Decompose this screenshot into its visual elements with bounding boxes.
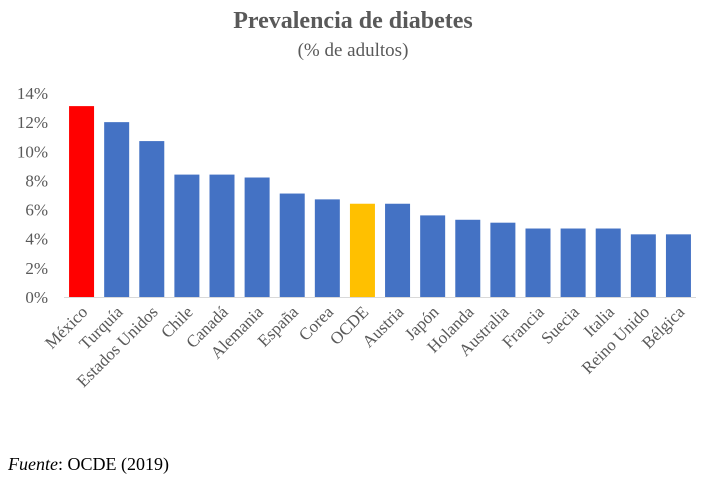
bar-chile [174,174,200,297]
y-tick-label: 0% [25,288,48,307]
bar-corea [314,199,340,297]
bar-ocde [349,203,375,297]
y-tick-label: 6% [25,201,48,220]
x-tick-label-espana: España [254,302,302,350]
y-tick-label: 14% [17,84,48,103]
chart-subtitle: (% de adultos) [297,40,409,61]
bar-turquia [104,122,130,298]
source-label: Fuente [8,454,58,474]
source-note: Fuente: OCDE (2019) [8,454,169,475]
source-text: : OCDE (2019) [57,454,169,474]
x-tick-label-austria: Austria [359,302,408,351]
bar-austria [385,203,411,297]
bar-italia [595,228,621,297]
bar-alemania [244,177,270,297]
y-axis: 0% 2% 4% 6% 8% 10% 12% 14% [17,84,48,307]
bar-estados-unidos [139,141,165,297]
y-tick-label: 8% [25,171,48,190]
bar-reino-unido [630,234,656,297]
bar-chart: 0% 2% 4% 6% 8% 10% 12% 14% MéxicoTurquíaEstados… [17,84,696,391]
y-tick-label: 4% [25,230,48,249]
y-tick-label: 10% [17,142,48,161]
y-tick-label: 12% [17,113,48,132]
bar-belgica [665,234,691,297]
x-tick-label-suecia: Suecia [537,302,583,348]
bar-canada [209,174,235,297]
y-tick-label: 2% [25,259,48,278]
bar-mexico [69,106,95,297]
bar-japon [420,215,446,297]
bars-group [69,106,691,298]
bar-suecia [560,228,586,297]
bar-australia [490,222,516,297]
chart-title: Prevalencia de diabetes [233,8,473,34]
bar-espana [279,193,305,297]
bar-holanda [455,219,481,297]
bar-francia [525,228,551,297]
